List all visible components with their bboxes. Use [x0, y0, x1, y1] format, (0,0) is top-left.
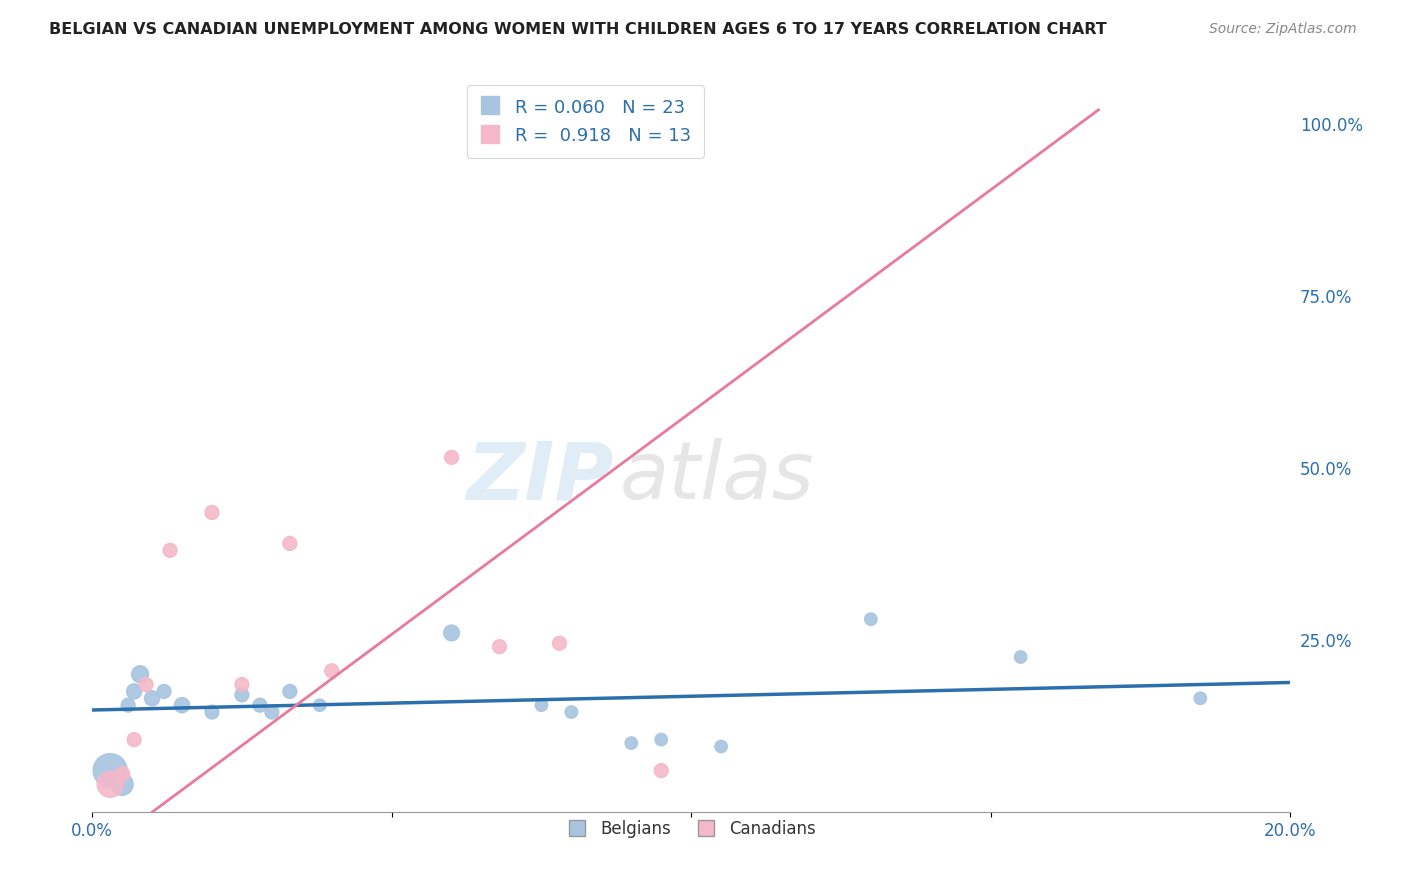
Text: atlas: atlas [619, 438, 814, 516]
Point [650, 764, 672, 778]
Point [122, 684, 145, 698]
Point [170, 698, 193, 713]
Point [440, 450, 463, 465]
Point [710, 739, 733, 754]
Point [159, 543, 181, 558]
Point [548, 636, 571, 650]
Point [153, 684, 176, 698]
Point [1189, 691, 1212, 706]
Point [231, 677, 253, 691]
Point [231, 688, 253, 702]
Point [129, 667, 152, 681]
Point [260, 705, 283, 719]
Point [859, 612, 882, 626]
Text: BELGIAN VS CANADIAN UNEMPLOYMENT AMONG WOMEN WITH CHILDREN AGES 6 TO 17 YEARS CO: BELGIAN VS CANADIAN UNEMPLOYMENT AMONG W… [49, 22, 1107, 37]
Point [530, 698, 553, 713]
Point [111, 767, 134, 781]
Point [1010, 650, 1032, 665]
Point [122, 732, 145, 747]
Point [141, 691, 163, 706]
Point [98, 764, 121, 778]
Point [278, 684, 301, 698]
Point [111, 777, 134, 791]
Point [650, 732, 672, 747]
Point [620, 736, 643, 750]
Point [560, 705, 582, 719]
Legend: Belgians, Canadians: Belgians, Canadians [560, 814, 823, 845]
Point [98, 777, 121, 791]
Text: ZIP: ZIP [465, 438, 613, 516]
Point [488, 640, 510, 654]
Point [249, 698, 271, 713]
Point [135, 677, 157, 691]
Point [117, 698, 139, 713]
Point [308, 698, 330, 713]
Point [278, 536, 301, 550]
Point [321, 664, 343, 678]
Point [201, 705, 224, 719]
Point [440, 626, 463, 640]
Point [201, 506, 224, 520]
Text: Source: ZipAtlas.com: Source: ZipAtlas.com [1209, 22, 1357, 37]
